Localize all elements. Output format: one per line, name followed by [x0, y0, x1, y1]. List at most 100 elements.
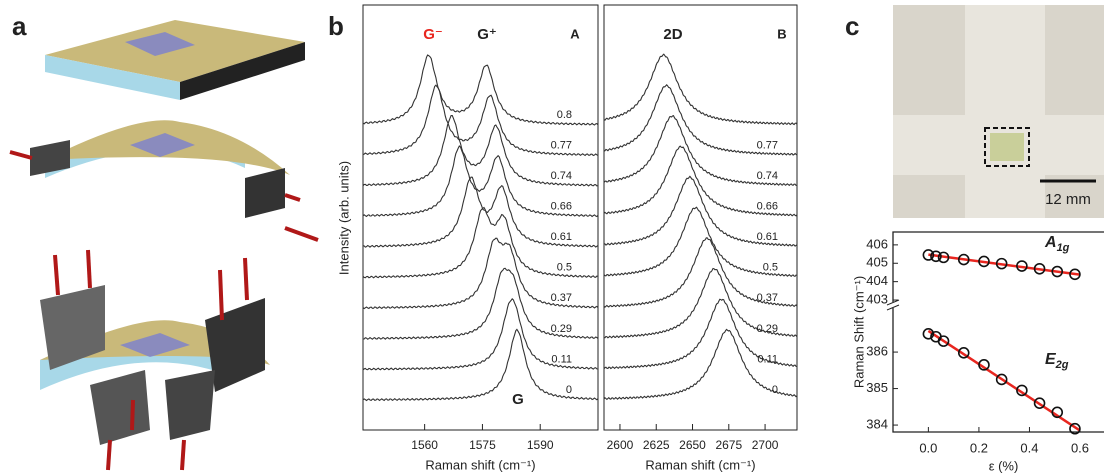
- plot-frame: [892, 231, 1104, 433]
- strain-label: 0.5: [557, 262, 572, 274]
- data-point: [957, 253, 970, 266]
- strain-label: 0.5: [763, 262, 778, 274]
- data-point: [1051, 265, 1064, 278]
- y-axis-label: Intensity (arb. units): [336, 161, 351, 275]
- photo: 12 mm: [893, 5, 1104, 218]
- series-label: A1g: [1044, 234, 1070, 254]
- peak-label: G⁻: [423, 26, 443, 43]
- panel-label: a: [12, 11, 27, 41]
- y-tick-label: 403: [866, 291, 888, 306]
- spectrum: [603, 237, 798, 308]
- plot-frame: [362, 4, 599, 431]
- spectrum: [604, 267, 798, 339]
- x-tick-label: 2675: [715, 438, 742, 452]
- spectrum: [603, 206, 798, 278]
- data-point: [937, 251, 950, 264]
- x-axis-label: Raman shift (cm⁻¹): [645, 457, 755, 472]
- strain-label: 0.66: [551, 201, 572, 213]
- data-point: [922, 328, 935, 340]
- x-tick-label: 2600: [607, 438, 634, 452]
- y-tick-label: 405: [866, 255, 888, 270]
- spectrum: [362, 54, 599, 126]
- plot-frame: [603, 4, 798, 431]
- fit-line: [928, 253, 1081, 276]
- spectrum: [603, 53, 798, 126]
- x-axis-label: Raman shift (cm⁻¹): [425, 457, 535, 472]
- data-point: [1069, 422, 1081, 435]
- fit-line: [927, 329, 1081, 432]
- y-tick-label: 386: [866, 344, 888, 359]
- spectrum: [363, 267, 599, 340]
- strain-label: 0: [772, 384, 778, 396]
- series-label: E2g: [1045, 351, 1069, 371]
- strain-label: 0.11: [551, 353, 572, 365]
- data-point: [1016, 384, 1028, 397]
- spectrum: [362, 115, 599, 187]
- data-point: [1051, 406, 1064, 419]
- spectrum: [362, 176, 599, 248]
- spectrum: [603, 83, 798, 156]
- x-tick-label: 0.6: [1071, 440, 1089, 455]
- x-tick-label: 1560: [411, 438, 438, 452]
- x-tick-label: 2700: [752, 438, 779, 452]
- panel-tag: A: [570, 26, 580, 41]
- data-point: [1033, 262, 1046, 275]
- data-point: [1033, 397, 1046, 409]
- x-tick-label: 0.0: [919, 440, 937, 455]
- y-tick-label: 404: [866, 273, 888, 288]
- x-tick-label: 2625: [643, 438, 670, 452]
- data-point: [957, 347, 970, 359]
- panel-label: c: [845, 11, 859, 41]
- y-tick-label: 406: [866, 236, 888, 251]
- series-label-main: A: [1044, 234, 1057, 251]
- spectrum: [603, 298, 798, 370]
- strain-label: 0.66: [757, 201, 778, 213]
- panel-label: b: [328, 11, 344, 41]
- strip-illustrations: [9, 20, 319, 471]
- strain-label: 0.11: [757, 353, 778, 365]
- data-point: [937, 335, 950, 347]
- spectrum: [362, 206, 599, 279]
- spectrum: [603, 145, 798, 217]
- series-label-sub: 2g: [1055, 359, 1069, 371]
- spectrum: [362, 145, 599, 218]
- strain-label: 0.77: [757, 139, 778, 151]
- x-tick-label: 2650: [679, 438, 706, 452]
- peak-label: G⁺: [477, 26, 497, 43]
- x-axis-label: ε (%): [989, 458, 1019, 473]
- peak-label: G: [512, 391, 524, 408]
- peak-label: 2D: [663, 26, 682, 43]
- data-point: [978, 255, 990, 268]
- y-tick-label: 385: [866, 380, 888, 395]
- strain-label: 0.74: [757, 170, 778, 182]
- data-point: [995, 257, 1008, 270]
- strain-label: 0.29: [757, 323, 778, 335]
- spectrum: [362, 328, 599, 402]
- y-axis-label: Raman Shift (cm⁻¹): [851, 276, 866, 388]
- spectrum: [362, 297, 599, 371]
- x-tick-label: 0.4: [1020, 440, 1038, 455]
- data-point: [1016, 260, 1028, 272]
- axis-break: [888, 302, 898, 308]
- data-point: [978, 359, 990, 371]
- series-label-main: E: [1045, 351, 1057, 368]
- scale-bar-label: 12 mm: [1045, 191, 1091, 208]
- spectrum: [603, 115, 798, 187]
- strain-label: 0.61: [551, 231, 572, 243]
- series-label-sub: 1g: [1057, 242, 1070, 254]
- data-point: [1069, 268, 1081, 281]
- axis-break: [886, 299, 900, 311]
- strain-label: 0.61: [757, 231, 778, 243]
- strain-label: 0.8: [557, 109, 572, 121]
- panel-tag: B: [777, 26, 786, 41]
- x-tick-label: 0.2: [970, 440, 988, 455]
- strain-label: 0.74: [551, 170, 572, 182]
- strain-label: 0: [566, 384, 572, 396]
- data-point: [922, 249, 935, 261]
- spectrum: [362, 237, 599, 310]
- x-tick-label: 1575: [469, 438, 496, 452]
- strain-label: 0.77: [551, 139, 572, 151]
- spectrum: [603, 328, 798, 401]
- strain-label: 0.29: [551, 323, 572, 335]
- spectrum: [362, 84, 599, 157]
